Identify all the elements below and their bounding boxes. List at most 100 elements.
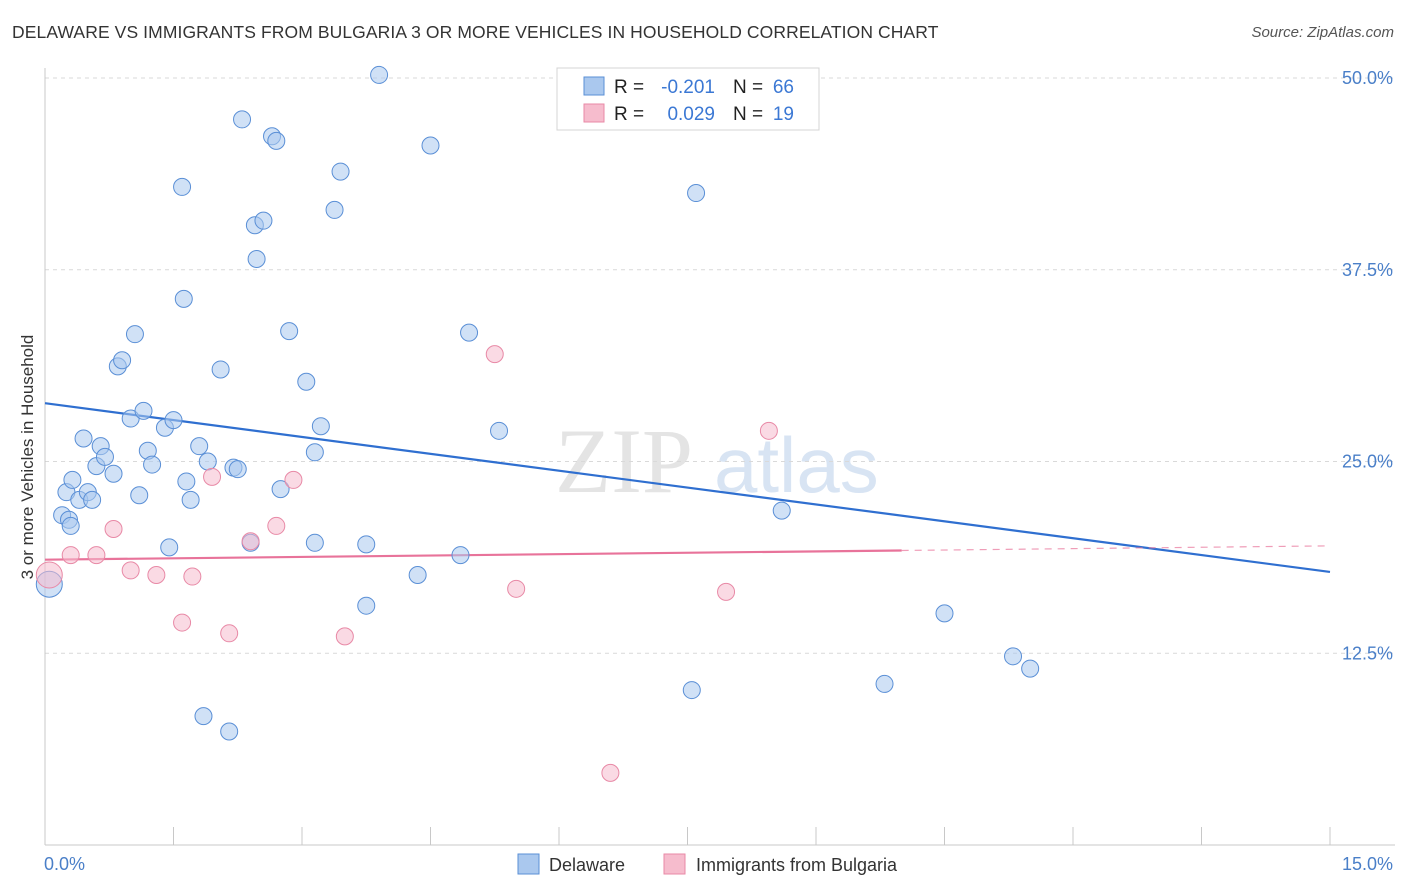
y-tick-label-2: 37.5% [1342, 260, 1393, 280]
stats-r-value-delaware: -0.201 [661, 77, 715, 98]
delaware-point-23 [160, 538, 179, 557]
stats-n-value-bulgaria: 19 [773, 104, 794, 125]
stats-n-value-delaware: 66 [773, 77, 794, 98]
delaware-point-61 [772, 501, 791, 520]
delaware-point-62 [875, 674, 894, 693]
delaware-point-30 [194, 707, 213, 726]
delaware-point-36 [233, 110, 252, 129]
bulgaria-point-10 [241, 532, 260, 551]
delaware-point-49 [325, 200, 344, 219]
stats-r-label-bulgaria: R = [614, 104, 644, 125]
delaware-point-28 [181, 490, 200, 509]
delaware-point-60 [687, 184, 706, 203]
delaware-point-48 [311, 417, 330, 436]
delaware-point-35 [228, 460, 247, 479]
delaware-point-27 [177, 472, 196, 491]
y-tick-label-1: 25.0% [1342, 452, 1393, 472]
delaware-point-45 [297, 372, 316, 391]
x-tick-label-0: 0.0% [44, 854, 85, 874]
delaware-point-9 [83, 490, 102, 509]
y-tick-label-0: 12.5% [1342, 643, 1393, 663]
legend-swatch-bulgaria [663, 853, 686, 875]
data-points [35, 65, 1040, 782]
stats-swatch-bulgaria [583, 103, 605, 123]
delaware-point-43 [271, 480, 290, 499]
bulgaria-point-2 [87, 546, 106, 565]
delaware-point-25 [173, 177, 192, 196]
delaware-point-40 [254, 211, 273, 230]
delaware-point-17 [125, 325, 144, 344]
y-axis-label: 3 or more Vehicles in Household [18, 335, 37, 580]
delaware-point-19 [134, 401, 153, 420]
delaware-point-15 [113, 351, 132, 370]
bulgaria-point-5 [147, 566, 166, 585]
bulgaria-point-12 [284, 470, 303, 489]
bulgaria-point-4 [121, 561, 140, 580]
stats-swatch-delaware [583, 76, 605, 96]
delaware-point-56 [451, 546, 470, 565]
delaware-point-51 [357, 535, 376, 554]
delaware-point-46 [305, 533, 324, 552]
delaware-point-12 [95, 447, 114, 466]
delaware-point-63 [935, 604, 954, 623]
delaware-point-59 [682, 681, 701, 700]
x-tick-label-1: 15.0% [1342, 854, 1393, 874]
delaware-point-54 [408, 566, 427, 585]
bulgaria-trendline-2 [901, 545, 1331, 552]
delaware-point-26 [174, 289, 193, 308]
bulgaria-point-16 [601, 763, 620, 782]
delaware-point-32 [211, 360, 230, 379]
delaware-point-58 [490, 421, 509, 440]
bulgaria-point-17 [717, 582, 736, 601]
watermark-atlas: atlas [714, 421, 879, 509]
delaware-point-64 [1004, 647, 1023, 666]
bulgaria-point-8 [203, 467, 222, 486]
delaware-point-29 [190, 437, 209, 456]
trend-lines [44, 402, 1331, 574]
legend-swatch-delaware [517, 853, 540, 875]
bulgaria-point-9 [220, 624, 239, 643]
delaware-point-18 [130, 486, 149, 505]
bulgaria-point-18 [759, 421, 778, 440]
bulgaria-point-11 [267, 516, 286, 535]
delaware-point-52 [357, 596, 376, 615]
stats-n-label-bulgaria: N = [733, 104, 763, 125]
delaware-point-42 [267, 131, 286, 150]
delaware-point-24 [164, 411, 183, 430]
delaware-point-53 [370, 65, 389, 84]
stats-r-label-delaware: R = [614, 77, 644, 98]
watermark: ZIP atlas [555, 410, 879, 512]
bulgaria-point-14 [485, 345, 504, 364]
axes [44, 68, 1395, 846]
delaware-point-7 [74, 429, 93, 448]
delaware-point-50 [331, 162, 350, 181]
delaware-point-65 [1021, 659, 1040, 678]
bulgaria-point-7 [183, 567, 202, 586]
grid-lines [45, 77, 1395, 654]
delaware-point-5 [63, 470, 82, 489]
bulgaria-point-3 [104, 519, 123, 538]
stats-r-value-bulgaria: 0.029 [667, 104, 715, 125]
legend-label-bulgaria: Immigrants from Bulgaria [696, 855, 898, 875]
bulgaria-point-15 [507, 579, 526, 598]
delaware-point-39 [247, 250, 266, 269]
legend-label-delaware: Delaware [549, 855, 625, 875]
y-tick-label-3: 50.0% [1342, 68, 1393, 88]
tick-labels: 12.5% 25.0% 37.5% 50.0% 0.0% 15.0% [44, 68, 1393, 874]
chart-title: DELAWARE VS IMMIGRANTS FROM BULGARIA 3 O… [12, 22, 939, 42]
bulgaria-trendline-1 [44, 549, 902, 561]
delaware-point-55 [421, 136, 440, 155]
delaware-point-33 [220, 722, 239, 741]
source-label: Source: ZipAtlas.com [1251, 24, 1394, 41]
delaware-point-21 [143, 455, 162, 474]
delaware-point-57 [460, 323, 479, 342]
bottom-legend: Delaware Immigrants from Bulgaria [517, 853, 898, 875]
delaware-trendline-0 [44, 402, 1331, 574]
delaware-point-13 [104, 464, 123, 483]
bulgaria-point-0 [35, 561, 63, 589]
bulgaria-point-1 [61, 546, 80, 565]
delaware-point-47 [305, 443, 324, 462]
delaware-point-31 [198, 452, 217, 471]
bulgaria-point-13 [335, 627, 354, 646]
